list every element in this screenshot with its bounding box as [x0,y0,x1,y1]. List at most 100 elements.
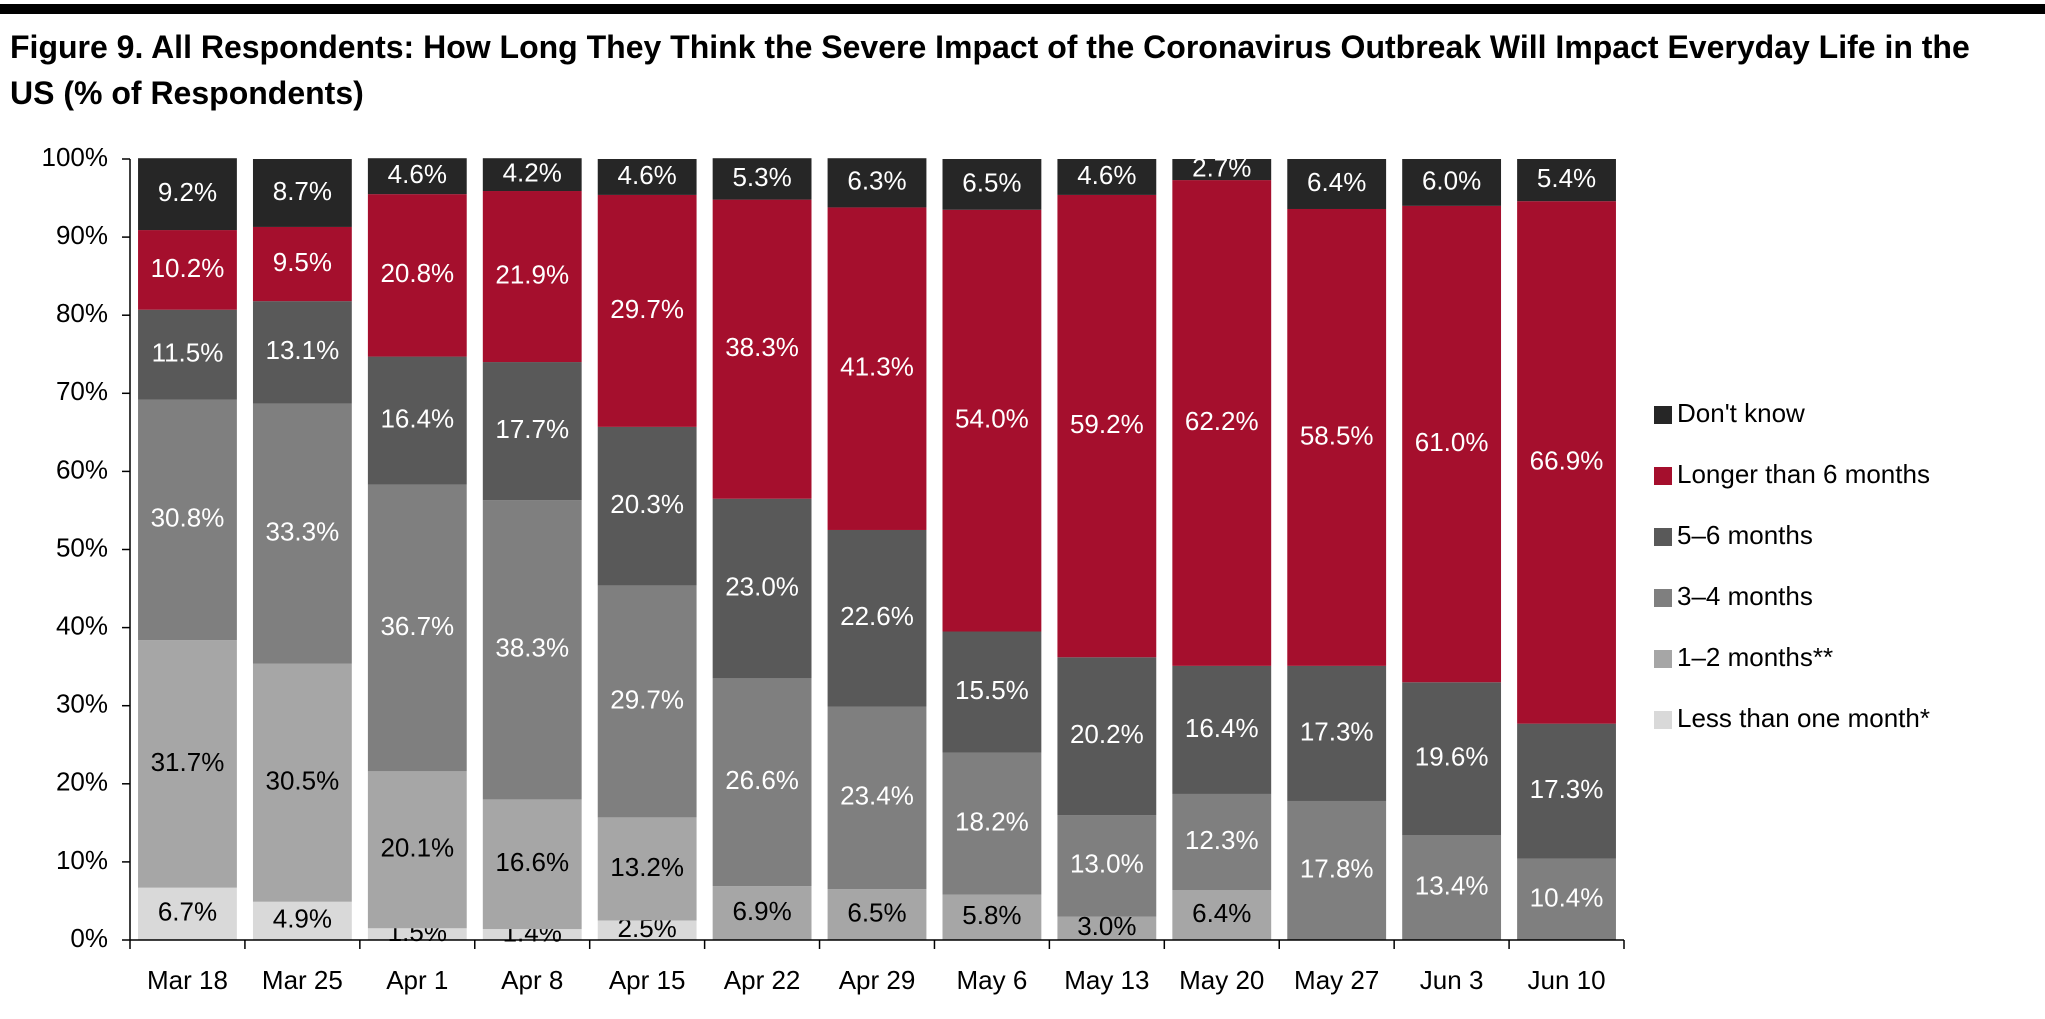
legend-label: 5–6 months [1677,520,1813,550]
data-label: 26.6% [725,765,799,795]
bar-segment [827,529,927,707]
bar-segment [482,500,582,800]
bar-segment [1287,665,1387,801]
data-label: 4.6% [618,160,677,190]
legend-label: 3–4 months [1677,581,1813,611]
bar-segment [1057,815,1157,917]
bar-segment [1517,723,1616,859]
top-rule [0,4,2045,14]
data-label: 6.3% [847,166,906,196]
bar-segment [138,887,237,940]
bar-segment [712,498,812,679]
bar-segment [1402,205,1502,683]
bar-segment [1287,159,1387,209]
data-label: 59.2% [1070,409,1144,439]
bar-segment [597,585,697,818]
legend-swatch [1654,406,1672,424]
data-label: 13.1% [266,335,340,365]
bar-segment [252,301,352,404]
data-label: 61.0% [1415,427,1489,457]
data-label: 11.5% [152,338,224,368]
bar-segment [1517,858,1616,940]
bar-segment [1517,159,1616,202]
x-tick-label: May 13 [1064,965,1149,995]
x-tick-label: Mar 25 [262,965,343,995]
y-tick-label: 50% [56,532,108,562]
bar-segment [827,158,927,208]
data-label: 10.2% [151,253,225,283]
data-label: 4.2% [503,157,562,187]
data-label: 5.4% [1537,163,1596,193]
y-tick-label: 40% [56,610,108,640]
y-tick-label: 30% [56,689,108,719]
x-tick-label: Apr 29 [839,965,916,995]
bar-segment [138,230,237,310]
bar-segment [1402,835,1502,940]
legend-swatch [1654,528,1672,546]
bar-segment [252,901,352,940]
bar-segment [597,426,697,586]
data-label: 58.5% [1300,420,1374,450]
bar-segment [138,640,237,888]
bar-segment [252,226,352,302]
y-tick-label: 80% [56,298,108,328]
bar-segment [1172,890,1272,940]
bar-segment [827,889,927,940]
bar-segment [1057,159,1157,195]
data-label: 4.9% [273,904,332,934]
data-label: 18.2% [955,807,1029,837]
data-label: 6.4% [1307,167,1366,197]
bar-segment [1172,159,1272,181]
bar-segment [1172,180,1272,666]
data-label: 23.0% [725,571,799,601]
data-label: 13.4% [1415,871,1489,901]
data-label: 6.0% [1422,165,1481,195]
bar-segment [367,194,467,357]
x-tick-label: May 6 [957,965,1028,995]
data-label: 20.2% [1070,719,1144,749]
data-label: 54.0% [955,404,1029,434]
x-tick-label: May 27 [1294,965,1379,995]
data-label: 16.4% [380,404,454,434]
y-tick-label: 70% [56,376,108,406]
data-label: 21.9% [495,259,569,289]
data-label: 17.3% [1530,774,1604,804]
y-tick-label: 60% [56,454,108,484]
bar-segment [252,663,352,902]
data-label: 6.5% [847,897,906,927]
bar-segment [942,752,1042,895]
bar-segment [597,920,697,940]
data-label: 20.1% [380,833,454,863]
legend-swatch [1654,467,1672,485]
data-label: 5.8% [962,900,1021,930]
data-label: 16.6% [495,847,569,877]
data-label: 31.7% [151,747,225,777]
bar-segment [597,159,697,195]
y-tick-label: 0% [70,923,108,953]
x-tick-label: Apr 15 [609,965,686,995]
bar-segment [1517,201,1616,724]
data-label: 6.9% [732,896,791,926]
data-label: 23.4% [840,781,914,811]
data-label: 30.5% [266,766,340,796]
data-label: 15.5% [955,675,1029,705]
bar-segment [1287,800,1387,940]
bar-segment [367,928,467,940]
bar-segment [482,362,582,501]
data-label: 62.2% [1185,406,1259,436]
bar-segment [1057,916,1157,940]
bar-segment [367,158,467,195]
bar-segment [712,678,812,887]
data-label: 33.3% [266,516,340,546]
bar-segment [482,929,582,940]
bar-segment [712,886,812,940]
data-label: 20.3% [610,489,684,519]
bar-segment [367,484,467,772]
bar-segment [942,209,1042,632]
data-label: 4.6% [388,159,447,189]
data-label: 16.4% [1185,713,1259,743]
data-label: 17.7% [495,414,569,444]
y-tick-label: 10% [56,845,108,875]
legend-swatch [1654,711,1672,729]
